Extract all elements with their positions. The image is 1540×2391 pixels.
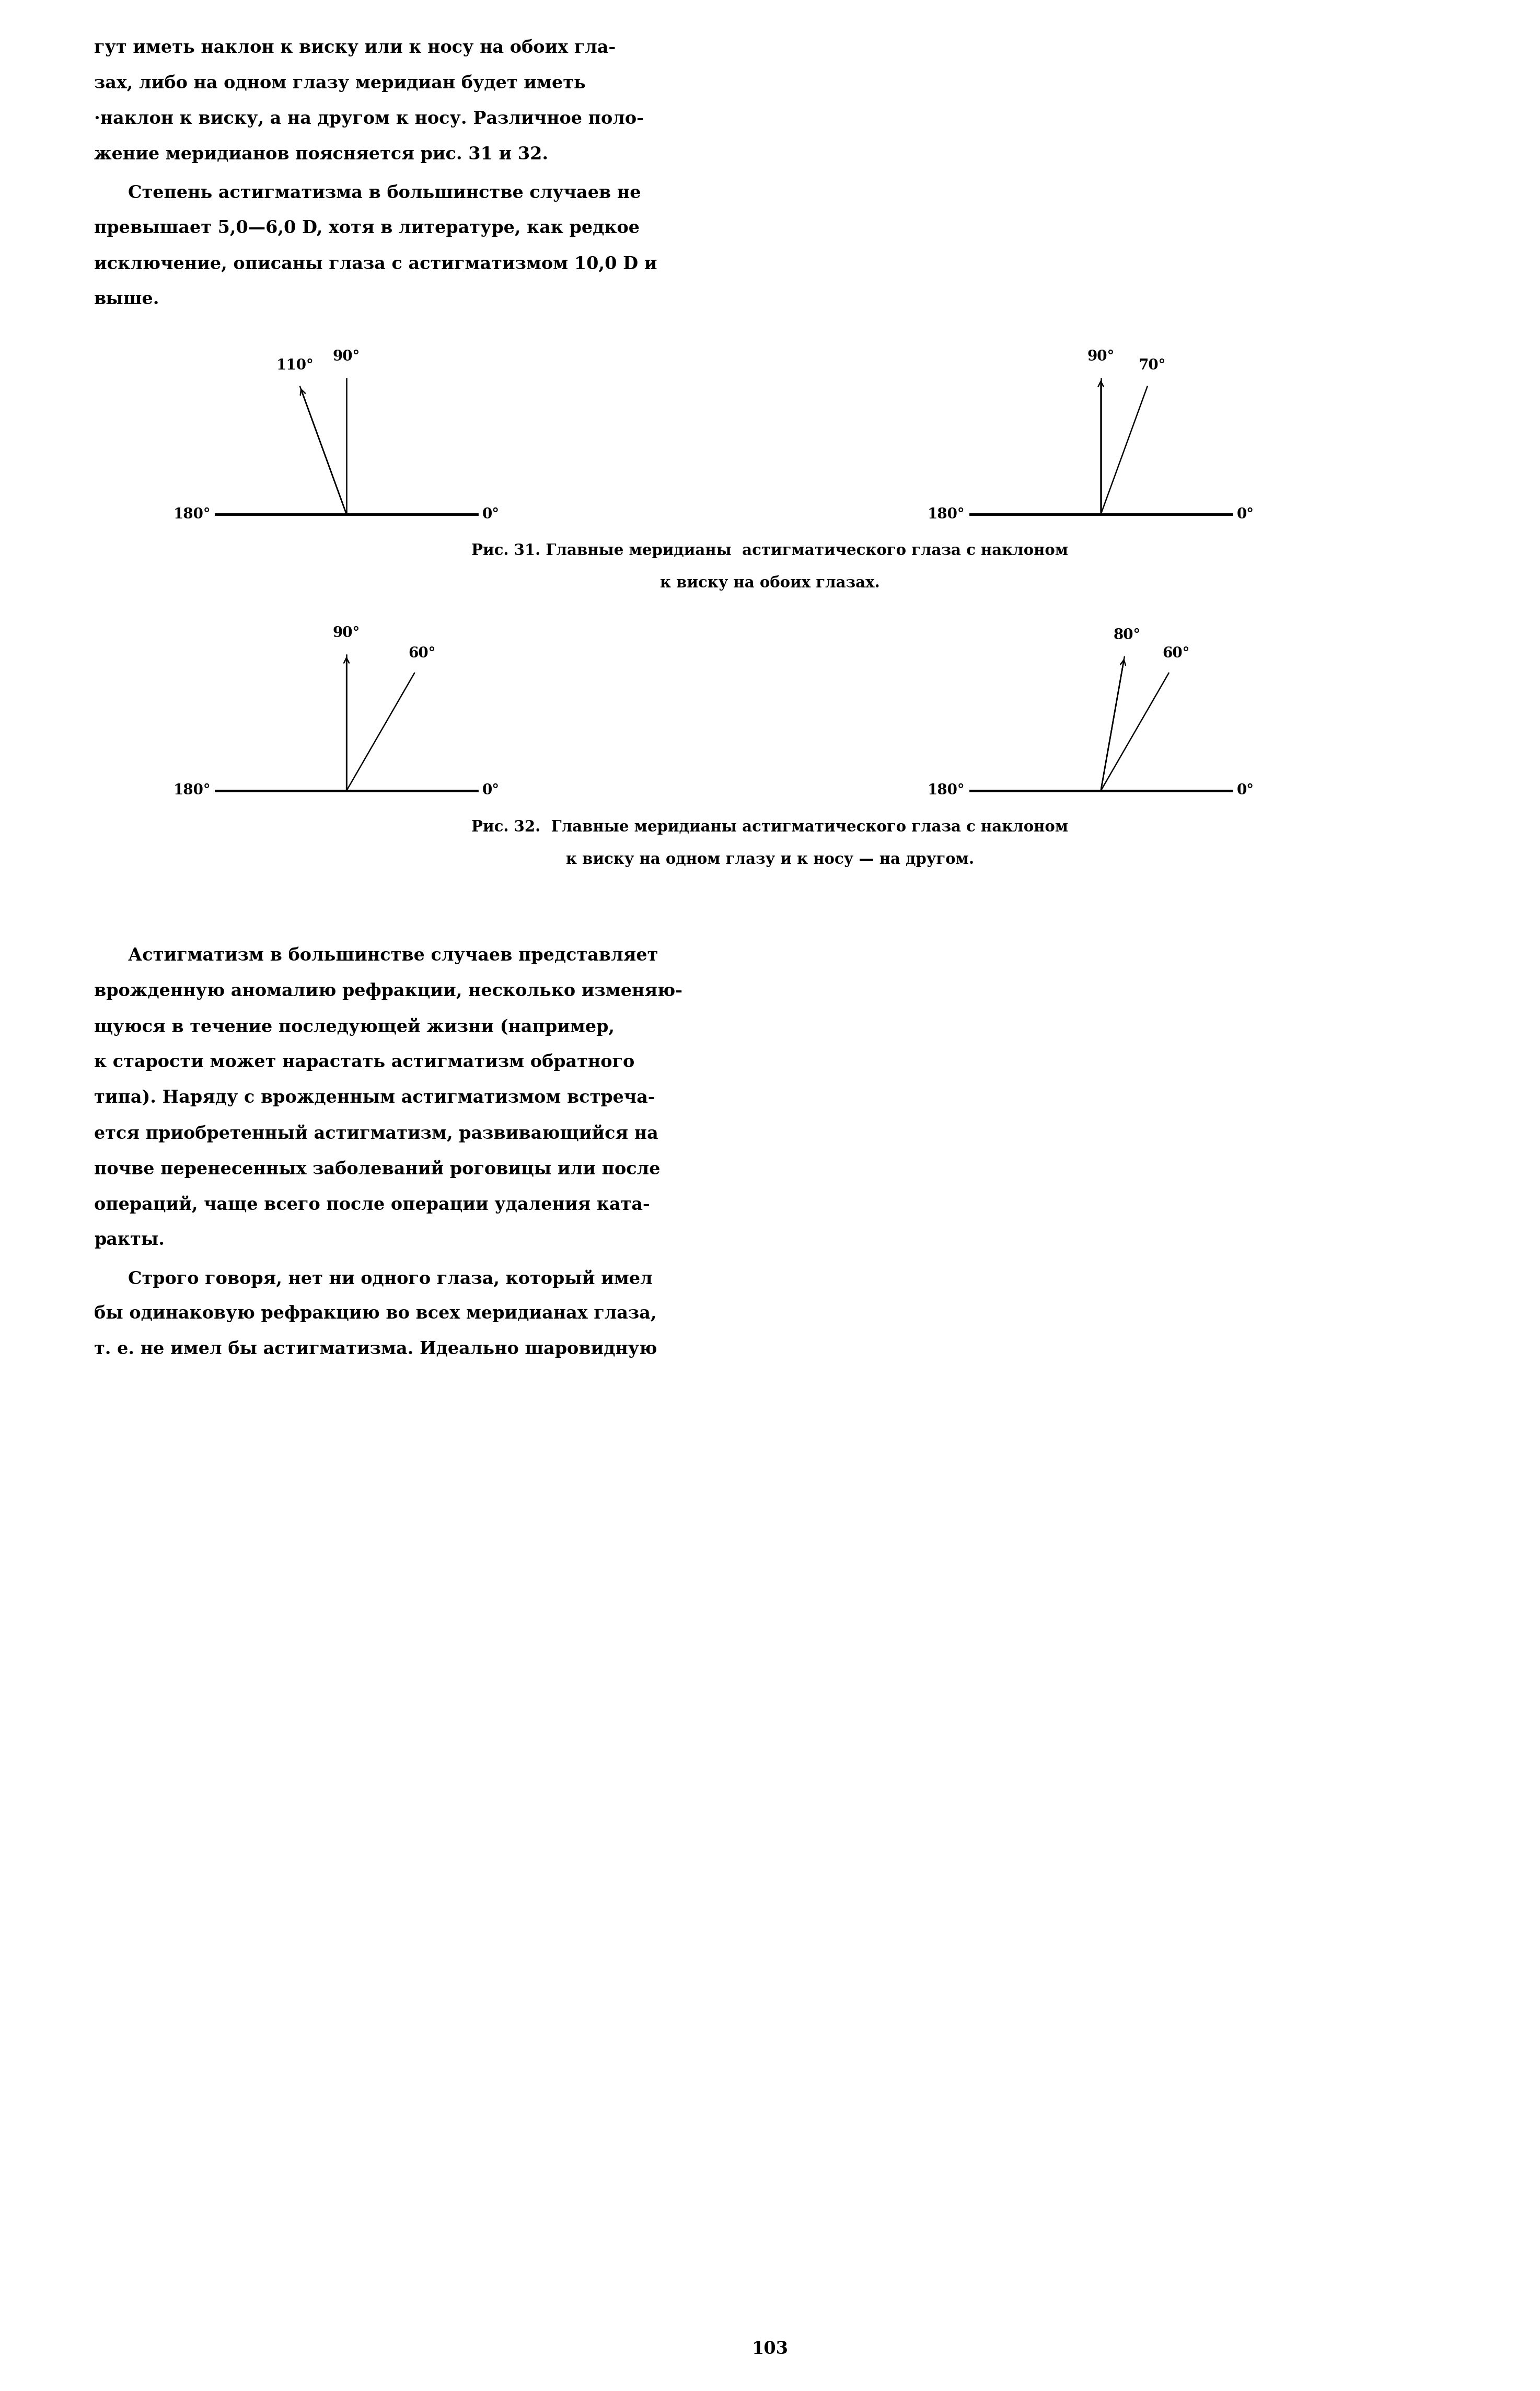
Text: жение меридианов поясняется рис. 31 и 32.: жение меридианов поясняется рис. 31 и 32… [94,146,548,163]
Text: зах, либо на одном глазу меридиан будет иметь: зах, либо на одном глазу меридиан будет … [94,74,585,93]
Text: 0°: 0° [1237,784,1254,799]
Text: 180°: 180° [172,784,211,799]
Text: к старости может нарастать астигматизм обратного: к старости может нарастать астигматизм о… [94,1054,634,1071]
Text: щуюся в течение последующей жизни (например,: щуюся в течение последующей жизни (напри… [94,1019,614,1035]
Text: 180°: 180° [927,784,966,799]
Text: 180°: 180° [172,507,211,521]
Text: 103: 103 [752,2341,788,2358]
Text: ракты.: ракты. [94,1231,165,1248]
Text: Строго говоря, нет ни одного глаза, который имел: Строго говоря, нет ни одного глаза, кото… [128,1270,653,1286]
Text: к виску на обоих глазах.: к виску на обоих глазах. [661,576,879,591]
Text: 90°: 90° [1087,349,1115,363]
Text: Рис. 32.  Главные меридианы астигматического глаза с наклоном: Рис. 32. Главные меридианы астигматическ… [471,820,1069,834]
Text: 60°: 60° [1163,646,1190,660]
Text: исключение, описаны глаза с астигматизмом 10,0 D и: исключение, описаны глаза с астигматизмо… [94,256,658,273]
Text: типа). Наряду с врожденным астигматизмом встреча-: типа). Наряду с врожденным астигматизмом… [94,1090,654,1107]
Text: выше.: выше. [94,292,160,308]
Text: 90°: 90° [333,626,360,641]
Text: бы одинаковую рефракцию во всех меридианах глаза,: бы одинаковую рефракцию во всех меридиан… [94,1305,656,1322]
Text: почве перенесенных заболеваний роговицы или после: почве перенесенных заболеваний роговицы … [94,1160,661,1179]
Text: 90°: 90° [333,349,360,363]
Text: к виску на одном глазу и к носу — на другом.: к виску на одном глазу и к носу — на дру… [565,851,975,868]
Text: врожденную аномалию рефракции, несколько изменяю-: врожденную аномалию рефракции, несколько… [94,983,682,999]
Text: 60°: 60° [408,646,436,660]
Text: операций, чаще всего после операции удаления ката-: операций, чаще всего после операции удал… [94,1196,650,1215]
Text: Рис. 31. Главные меридианы  астигматического глаза с наклоном: Рис. 31. Главные меридианы астигматическ… [471,543,1069,557]
Text: ·наклон к виску, а на другом к носу. Различное поло-: ·наклон к виску, а на другом к носу. Раз… [94,110,644,127]
Text: Астигматизм в большинстве случаев представляет: Астигматизм в большинстве случаев предст… [128,947,658,964]
Text: т. е. не имел бы астигматизма. Идеально шаровидную: т. е. не имел бы астигматизма. Идеально … [94,1341,658,1358]
Text: 70°: 70° [1138,359,1166,373]
Text: 110°: 110° [276,359,314,373]
Text: Степень астигматизма в большинстве случаев не: Степень астигматизма в большинстве случа… [128,184,641,201]
Text: ется приобретенный астигматизм, развивающийся на: ется приобретенный астигматизм, развиваю… [94,1124,658,1143]
Text: 0°: 0° [1237,507,1254,521]
Text: превышает 5,0—6,0 D, хотя в литературе, как редкое: превышает 5,0—6,0 D, хотя в литературе, … [94,220,639,237]
Text: 0°: 0° [482,507,499,521]
Text: 0°: 0° [482,784,499,799]
Text: 180°: 180° [927,507,966,521]
Text: гут иметь наклон к виску или к носу на обоих гла-: гут иметь наклон к виску или к носу на о… [94,38,616,57]
Text: 80°: 80° [1113,629,1141,643]
